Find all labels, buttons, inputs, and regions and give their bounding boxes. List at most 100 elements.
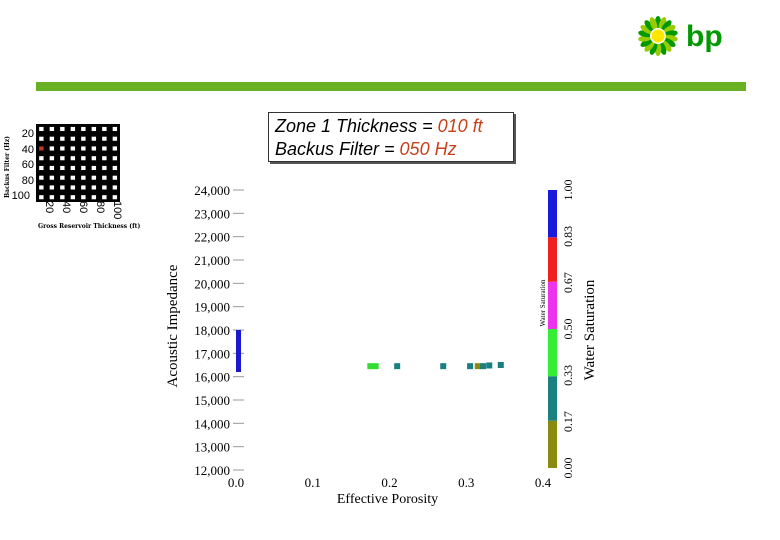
grid-cell[interactable] (81, 136, 86, 141)
grid-cell[interactable] (49, 175, 55, 180)
x-tick-label: 0.1 (305, 475, 321, 490)
x-tick-label: 0.0 (228, 475, 244, 490)
grid-cell[interactable] (81, 165, 86, 171)
grid-cell[interactable] (81, 185, 86, 190)
grid-cell[interactable] (39, 195, 44, 200)
logo-text: bp (686, 20, 723, 53)
grid-cell[interactable] (60, 126, 65, 132)
thickness-filter-grid[interactable] (36, 124, 120, 202)
grid-cell[interactable] (60, 136, 65, 141)
grid-cell[interactable] (81, 195, 86, 200)
grid-cell[interactable] (70, 165, 76, 171)
grid-cell[interactable] (70, 185, 76, 190)
grid-cell[interactable] (81, 175, 86, 180)
grid-cell[interactable] (102, 165, 107, 171)
colorbar-segment (548, 281, 557, 329)
grid-cell[interactable] (112, 146, 118, 151)
grid-cell[interactable] (81, 156, 86, 161)
colorbar-title: Water Saturation (582, 279, 598, 380)
logo-center (651, 29, 665, 43)
grid-cell[interactable] (102, 136, 107, 141)
y-tick-label: 20,000 (194, 276, 230, 291)
data-point (394, 363, 401, 370)
grid-cell[interactable] (70, 146, 76, 151)
y-tick-label: 22,000 (194, 230, 230, 245)
grid-cell[interactable] (102, 195, 107, 200)
logo-petal (649, 17, 658, 31)
y-tick-label: 17,000 (194, 346, 230, 361)
grid-cell[interactable] (60, 175, 65, 180)
data-point (367, 363, 374, 370)
logo-petal (661, 40, 672, 52)
grid-cell[interactable] (39, 175, 44, 180)
data-point (497, 362, 504, 368)
grid-cell[interactable] (60, 185, 65, 190)
grid-cell[interactable] (112, 195, 118, 200)
grid-cell[interactable] (112, 185, 118, 190)
data-point (480, 363, 487, 370)
grid-cell[interactable] (60, 195, 65, 200)
grid-y-tick: 60 (21, 159, 34, 171)
grid-cell[interactable] (91, 195, 97, 200)
grid-cell[interactable] (112, 126, 118, 132)
grid-cell[interactable] (112, 156, 118, 161)
y-tick-label: 15,000 (194, 393, 230, 408)
shale-bar (236, 330, 241, 372)
grid-cell[interactable] (102, 156, 107, 161)
grid-cell[interactable] (70, 156, 76, 161)
colorbar-tick-label: 0.50 (561, 319, 575, 340)
grid-cell[interactable] (70, 126, 76, 132)
grid-cell[interactable] (49, 195, 55, 200)
logo-petal (661, 20, 672, 32)
grid-cell[interactable] (81, 126, 86, 132)
grid-cell[interactable] (49, 165, 55, 171)
grid-cell[interactable] (102, 185, 107, 190)
grid-cell[interactable] (49, 126, 55, 132)
grid-cell[interactable] (39, 165, 44, 171)
grid-cell[interactable] (70, 195, 76, 200)
data-point (474, 363, 481, 370)
grid-cell[interactable] (112, 165, 118, 171)
grid-cell[interactable] (49, 156, 55, 161)
grid-cell[interactable] (39, 146, 44, 151)
grid-cell[interactable] (70, 136, 76, 141)
grid-cell[interactable] (81, 146, 86, 151)
grid-cell[interactable] (39, 126, 44, 132)
grid-cell[interactable] (39, 185, 44, 190)
colorbar-tick-label: 0.67 (561, 272, 575, 293)
grid-cell[interactable] (91, 175, 97, 180)
header-bar (36, 82, 746, 91)
colorbar-segment (548, 190, 557, 238)
grid-cell[interactable] (91, 146, 97, 151)
grid-cell[interactable] (102, 175, 107, 180)
grid-cell[interactable] (60, 146, 65, 151)
grid-cell[interactable] (60, 165, 65, 171)
grid-cell[interactable] (91, 185, 97, 190)
data-point (440, 363, 447, 370)
grid-cell[interactable] (91, 136, 97, 141)
grid-cell[interactable] (60, 156, 65, 161)
grid-cell[interactable] (112, 136, 118, 141)
y-tick-label: 14,000 (194, 416, 230, 431)
grid-cell[interactable] (102, 146, 107, 151)
grid-y-tick: 100 (11, 190, 30, 202)
grid-cell[interactable] (49, 146, 55, 151)
grid-cell[interactable] (102, 126, 107, 132)
grid-cell[interactable] (49, 185, 55, 190)
grid-cell[interactable] (39, 136, 44, 141)
grid-cell[interactable] (91, 126, 97, 132)
y-tick-label: 18,000 (194, 323, 230, 338)
y-tick-label: 24,000 (194, 183, 230, 198)
grid-y-tick: 80 (21, 174, 34, 187)
grid-cell[interactable] (49, 136, 55, 141)
grid-cell[interactable] (91, 165, 97, 171)
colorbar-inner-label: Water Saturation (539, 279, 547, 327)
grid-cell[interactable] (112, 175, 118, 180)
grid-cell[interactable] (91, 156, 97, 161)
x-axis-title: Effective Porosity (337, 492, 438, 507)
grid-cell[interactable] (70, 175, 76, 180)
bp-logo: bp (636, 14, 726, 64)
grid-cell[interactable] (39, 156, 44, 161)
backus-filter-line: Backus Filter = 050 Hz (275, 138, 513, 161)
